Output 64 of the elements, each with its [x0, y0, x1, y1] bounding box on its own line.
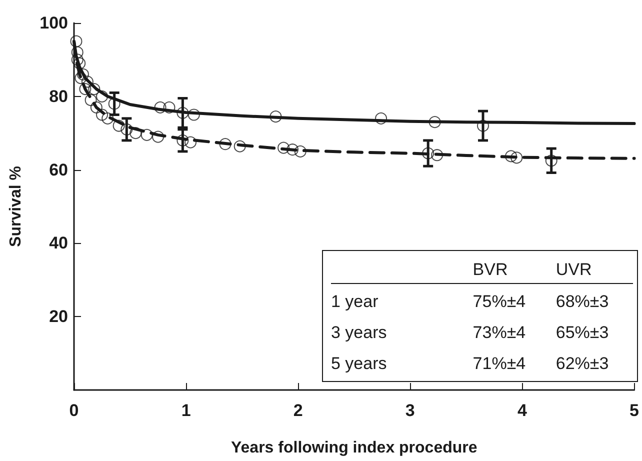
- point: [96, 108, 108, 121]
- point: [112, 120, 125, 132]
- annotation: 68%±3: [554, 291, 610, 313]
- x-tick-label: 5: [630, 401, 640, 420]
- point: [140, 128, 153, 141]
- point: [84, 94, 97, 106]
- annotation: 71%±4: [472, 353, 527, 375]
- y-tick-label: 60: [49, 160, 68, 180]
- point: [176, 106, 189, 119]
- x-axis-title: Years following index procedure: [230, 440, 478, 456]
- point: [76, 68, 89, 80]
- annotation: BVR: [472, 259, 509, 281]
- point: [510, 152, 523, 164]
- point: [71, 46, 84, 58]
- point: [102, 112, 114, 124]
- point: [505, 150, 518, 162]
- point: [422, 147, 434, 160]
- point: [545, 154, 558, 167]
- x-tick-label: 0: [69, 401, 79, 420]
- point: [79, 83, 92, 96]
- point: [278, 142, 290, 154]
- point: [88, 83, 100, 96]
- point: [431, 149, 444, 162]
- point: [286, 144, 299, 156]
- annotation: 73%±4: [472, 322, 527, 344]
- x-tick-label: 3: [405, 401, 415, 420]
- point: [294, 145, 306, 158]
- point: [81, 76, 94, 88]
- point: [477, 120, 489, 132]
- point: [74, 57, 86, 70]
- annotation: 3 years: [331, 322, 388, 344]
- annotation: 1 year: [331, 291, 380, 313]
- y-tick-label: 80: [49, 86, 68, 106]
- point: [188, 108, 200, 121]
- point: [74, 72, 87, 84]
- point: [176, 134, 189, 146]
- point: [120, 123, 133, 136]
- y-axis-title: Survival %: [8, 166, 24, 247]
- point: [70, 35, 82, 48]
- point: [71, 54, 84, 66]
- y-tick-label: 100: [40, 14, 68, 32]
- point: [154, 101, 166, 114]
- point: [184, 136, 197, 148]
- point: [234, 140, 246, 152]
- point: [130, 127, 142, 140]
- point: [152, 130, 164, 143]
- y-tick-label: 40: [49, 234, 68, 253]
- annotation: 75%±4: [472, 291, 527, 313]
- x-tick-label: 2: [293, 401, 303, 420]
- annotation: 5 years: [331, 353, 388, 375]
- point: [90, 101, 102, 114]
- annotation: 62%±3: [554, 353, 610, 375]
- point: [96, 90, 108, 102]
- annotation: 65%±3: [554, 322, 610, 344]
- point: [375, 112, 388, 124]
- point: [270, 110, 282, 123]
- point: [163, 101, 176, 114]
- x-tick-label: 1: [181, 401, 191, 420]
- point: [108, 98, 120, 110]
- annotation: UVR: [554, 259, 593, 281]
- y-tick-label: 20: [49, 307, 68, 326]
- point: [219, 138, 232, 150]
- point: [428, 116, 441, 128]
- x-tick-label: 4: [517, 401, 528, 420]
